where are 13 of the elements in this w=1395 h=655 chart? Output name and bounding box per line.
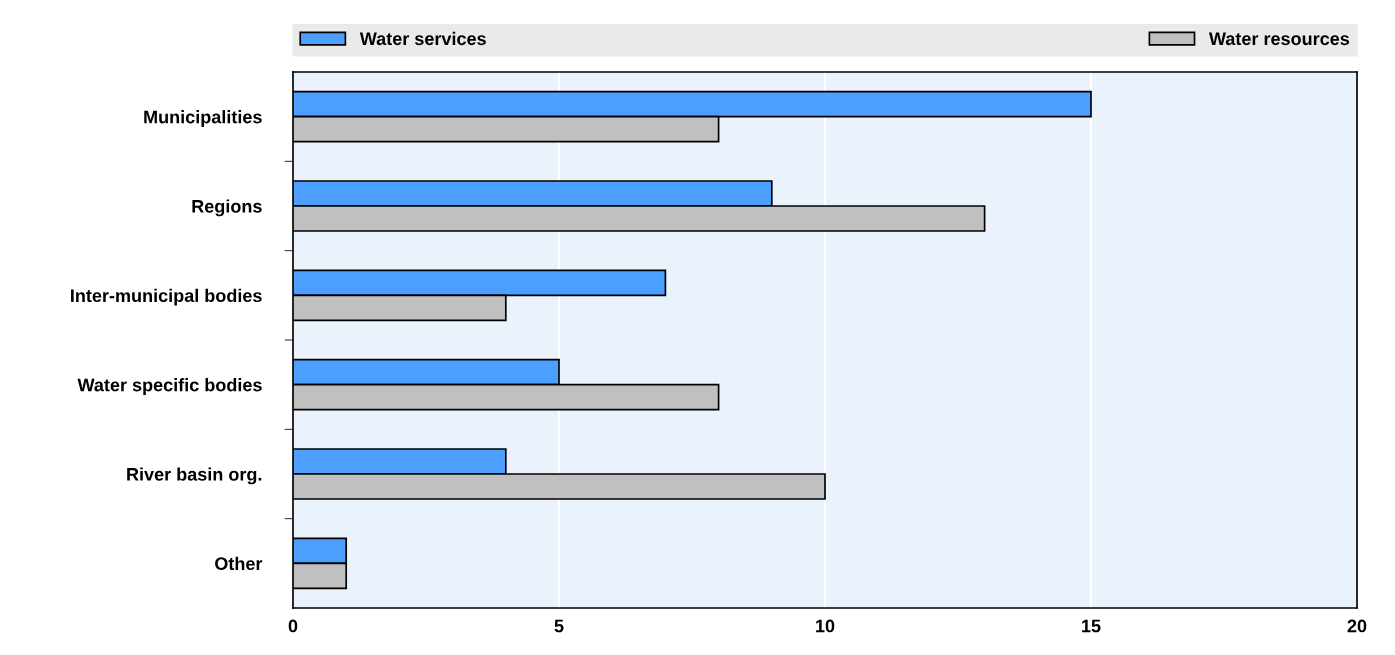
y-tick-label: Other: [215, 556, 263, 571]
y-tick-label: Regions: [192, 199, 262, 217]
y-tick-label: River basin org.: [127, 467, 262, 485]
x-tick-label: 15: [1082, 619, 1101, 633]
y-tick-label: Water specific bodies: [77, 378, 262, 395]
x-tick-label: 10: [816, 619, 835, 633]
legend-label: Water resources: [1208, 32, 1350, 46]
y-tick-label: Municipalities: [144, 110, 262, 127]
x-tick-label: 20: [1347, 619, 1367, 633]
legend-label: Water services: [359, 31, 486, 46]
x-tick-label: 0: [288, 619, 298, 633]
x-tick-label: 5: [554, 619, 564, 633]
y-tick-label: Inter-municipal bodies: [71, 288, 262, 306]
